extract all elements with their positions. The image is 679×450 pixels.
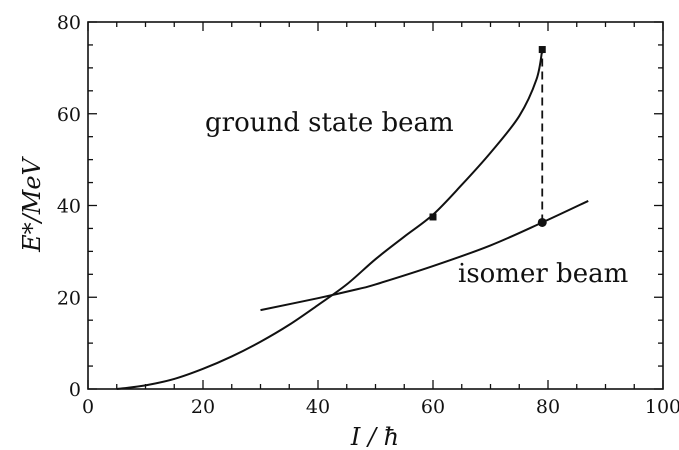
x-tick-label: 40 [306,396,330,418]
annotation-ground-state-beam: ground state beam [205,108,454,138]
marker-square [429,213,437,221]
y-tick-label: 80 [57,12,81,34]
series-ground-state-beam [116,49,544,390]
y-tick-label: 20 [57,287,81,309]
y-tick-label: 40 [57,196,81,218]
series-group [116,49,589,390]
x-tick-label: 60 [421,396,445,418]
y-axis-title: E*/MeV [18,155,46,252]
x-tick-label: 80 [536,396,560,418]
x-axis-title: I / ħ [350,423,399,450]
markers-group [429,46,547,227]
series-isomer-beam [260,200,589,312]
annotation-isomer-beam: isomer beam [458,259,628,289]
x-tick-label: 100 [645,396,679,418]
marker-square [538,46,546,54]
axis-ticks [87,21,664,390]
marker-circle [537,217,547,227]
y-tick-label: 60 [57,104,81,126]
x-tick-label: 0 [82,396,94,418]
x-tick-label: 20 [191,396,215,418]
tick-labels: 0 20 40 60 80 100 0 20 40 60 80 [57,12,679,418]
y-tick-label: 0 [69,379,81,401]
